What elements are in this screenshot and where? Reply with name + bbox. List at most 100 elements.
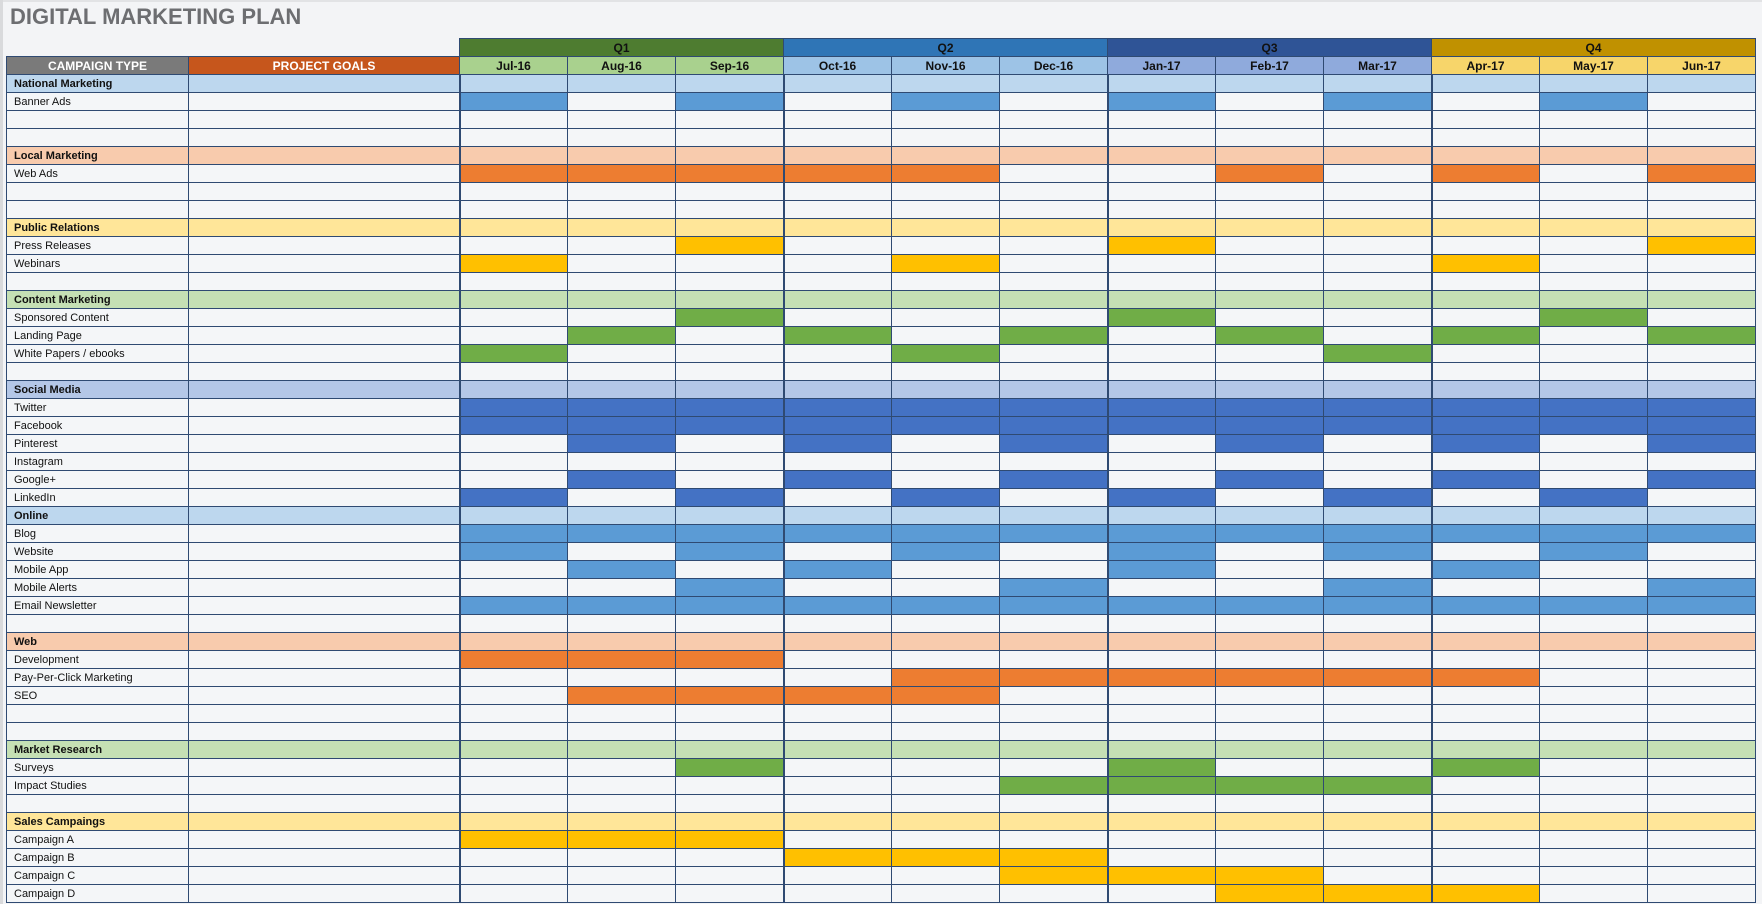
month-cell[interactable] — [1323, 182, 1432, 201]
scheduled-month-cell[interactable] — [1430, 524, 1540, 543]
scheduled-month-cell[interactable] — [1323, 92, 1432, 111]
month-cell[interactable] — [458, 434, 568, 453]
month-cell[interactable] — [1647, 704, 1756, 723]
scheduled-month-cell[interactable] — [999, 398, 1108, 417]
month-cell[interactable] — [458, 560, 568, 579]
project-goal-cell[interactable] — [188, 632, 461, 651]
scheduled-month-cell[interactable] — [999, 776, 1108, 795]
scheduled-month-cell[interactable] — [1323, 776, 1432, 795]
month-cell[interactable] — [782, 866, 892, 885]
month-cell[interactable] — [567, 128, 676, 147]
scheduled-month-cell[interactable] — [1323, 344, 1432, 363]
month-cell[interactable] — [1430, 272, 1540, 291]
section-month-cell[interactable] — [1323, 632, 1432, 651]
scheduled-month-cell[interactable] — [458, 344, 568, 363]
campaign-label-cell[interactable]: Sponsored Content — [6, 308, 189, 327]
section-label-cell[interactable]: Public Relations — [6, 218, 189, 237]
month-cell[interactable] — [999, 308, 1108, 327]
month-cell[interactable] — [1430, 650, 1540, 669]
month-cell[interactable] — [1647, 128, 1756, 147]
month-cell[interactable] — [1323, 560, 1432, 579]
scheduled-month-cell[interactable] — [1647, 326, 1756, 345]
scheduled-month-cell[interactable] — [891, 164, 1000, 183]
section-label-cell[interactable]: Online — [6, 506, 189, 525]
project-goal-cell[interactable] — [188, 578, 461, 597]
project-goal-cell[interactable] — [188, 794, 461, 813]
scheduled-month-cell[interactable] — [782, 686, 892, 705]
month-cell[interactable] — [999, 452, 1108, 471]
scheduled-month-cell[interactable] — [458, 542, 568, 561]
scheduled-month-cell[interactable] — [675, 398, 784, 417]
month-cell[interactable] — [1106, 272, 1216, 291]
section-month-cell[interactable] — [567, 146, 676, 165]
month-cell[interactable] — [675, 884, 784, 903]
month-cell[interactable] — [782, 758, 892, 777]
section-month-cell[interactable] — [1430, 146, 1540, 165]
section-month-cell[interactable] — [458, 740, 568, 759]
month-cell[interactable] — [1539, 794, 1648, 813]
month-cell[interactable] — [1430, 488, 1540, 507]
month-cell[interactable] — [458, 326, 568, 345]
month-cell[interactable] — [1106, 650, 1216, 669]
month-cell[interactable] — [458, 578, 568, 597]
section-month-cell[interactable] — [999, 74, 1108, 93]
month-cell[interactable] — [1106, 452, 1216, 471]
campaign-label-cell[interactable]: Surveys — [6, 758, 189, 777]
section-month-cell[interactable] — [1539, 812, 1648, 831]
scheduled-month-cell[interactable] — [458, 650, 568, 669]
section-month-cell[interactable] — [999, 812, 1108, 831]
project-goal-cell[interactable] — [188, 146, 461, 165]
month-cell[interactable] — [458, 722, 568, 741]
month-cell[interactable] — [1215, 110, 1324, 129]
scheduled-month-cell[interactable] — [891, 254, 1000, 273]
month-cell[interactable] — [1106, 326, 1216, 345]
month-cell[interactable] — [1647, 776, 1756, 795]
campaign-label-cell[interactable]: Campaign C — [6, 866, 189, 885]
month-cell[interactable] — [1215, 200, 1324, 219]
month-cell[interactable] — [675, 704, 784, 723]
month-cell[interactable] — [782, 254, 892, 273]
month-cell[interactable] — [1323, 470, 1432, 489]
scheduled-month-cell[interactable] — [1106, 524, 1216, 543]
month-cell[interactable] — [567, 794, 676, 813]
month-cell[interactable] — [1106, 830, 1216, 849]
scheduled-month-cell[interactable] — [458, 416, 568, 435]
scheduled-month-cell[interactable] — [567, 830, 676, 849]
month-cell[interactable] — [1539, 614, 1648, 633]
month-cell[interactable] — [1215, 236, 1324, 255]
scheduled-month-cell[interactable] — [891, 344, 1000, 363]
scheduled-month-cell[interactable] — [1215, 398, 1324, 417]
month-cell[interactable] — [1647, 722, 1756, 741]
month-cell[interactable] — [999, 704, 1108, 723]
scheduled-month-cell[interactable] — [458, 488, 568, 507]
scheduled-month-cell[interactable] — [1430, 326, 1540, 345]
scheduled-month-cell[interactable] — [675, 308, 784, 327]
scheduled-month-cell[interactable] — [1215, 326, 1324, 345]
month-cell[interactable] — [567, 308, 676, 327]
month-cell[interactable] — [891, 452, 1000, 471]
scheduled-month-cell[interactable] — [1647, 164, 1756, 183]
month-cell[interactable] — [458, 704, 568, 723]
scheduled-month-cell[interactable] — [891, 668, 1000, 687]
section-month-cell[interactable] — [1106, 380, 1216, 399]
section-month-cell[interactable] — [1323, 740, 1432, 759]
month-cell[interactable] — [1430, 614, 1540, 633]
month-cell[interactable] — [1215, 830, 1324, 849]
month-cell[interactable] — [1539, 470, 1648, 489]
month-cell[interactable] — [1539, 326, 1648, 345]
month-cell[interactable] — [1215, 560, 1324, 579]
scheduled-month-cell[interactable] — [1106, 488, 1216, 507]
month-cell[interactable] — [782, 794, 892, 813]
section-month-cell[interactable] — [1647, 632, 1756, 651]
section-month-cell[interactable] — [891, 74, 1000, 93]
scheduled-month-cell[interactable] — [891, 542, 1000, 561]
scheduled-month-cell[interactable] — [1539, 524, 1648, 543]
campaign-label-cell[interactable]: Email Newsletter — [6, 596, 189, 615]
month-cell[interactable] — [1323, 758, 1432, 777]
project-goal-cell[interactable] — [188, 452, 461, 471]
project-goal-cell[interactable] — [188, 308, 461, 327]
section-month-cell[interactable] — [458, 506, 568, 525]
section-month-cell[interactable] — [782, 506, 892, 525]
month-cell[interactable] — [567, 884, 676, 903]
month-cell[interactable] — [567, 110, 676, 129]
